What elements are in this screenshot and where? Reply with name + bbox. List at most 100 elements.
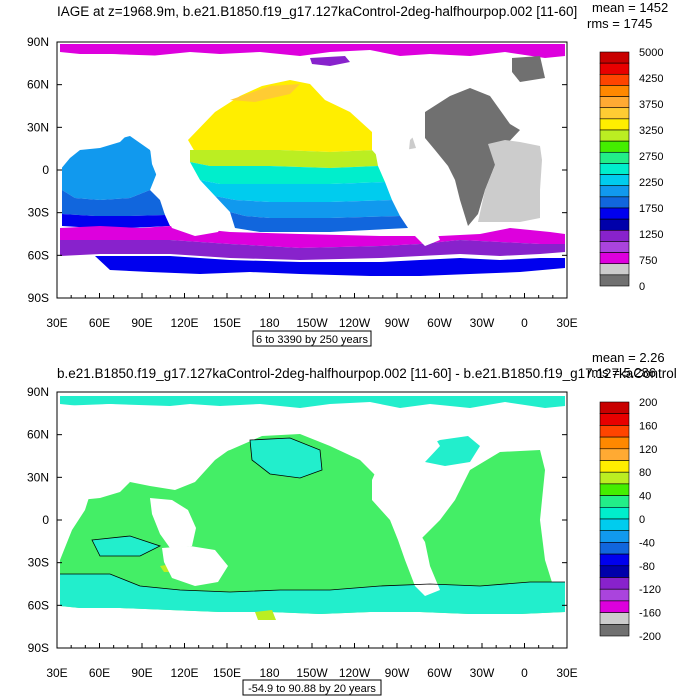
colorbar-label: -80 [639,561,655,573]
panel-2-rms: rms = 5.286 [587,365,656,380]
y-tick-label: 30N [27,470,49,484]
colorbar-swatch [599,140,630,153]
panel-1-title: IAGE at z=1968.9m, b.e21.B1850.f19_g17.1… [57,4,577,19]
pacific-blue-band [215,196,400,218]
africa-land [57,86,130,170]
colorbar-swatch [599,460,630,473]
x-tick-label: 150W [296,316,328,330]
colorbar-swatch [599,118,630,131]
colorbar-label: 3750 [639,99,663,111]
x-tick-label: 120W [339,316,371,330]
x-tick-label: 30E [556,666,577,680]
colorbar-label: 5000 [639,47,663,59]
x-tick-label: 90E [131,666,152,680]
x-tick-label: 30E [556,316,577,330]
x-tick-label: 60E [89,666,110,680]
eurasia-land [57,54,250,140]
diff-cyan-equator-patch [250,438,322,478]
x-tick-label: 120E [170,316,198,330]
americas-land-2 [372,406,440,596]
y-tick-label: 0 [42,513,49,527]
colorbar-label: 0 [639,281,645,293]
colorbar-swatch [599,413,630,426]
x-tick-label: 120W [339,666,371,680]
panel-1-contour-info-box [252,330,372,347]
x-tick-label: 60W [427,316,452,330]
y-tick-label: 30S [28,556,49,570]
colorbar-label: -200 [639,631,661,643]
y-tick-label: 0 [42,163,49,177]
arctic-purple-patch [310,56,350,66]
panel-1-mean: mean = 1452 [592,0,668,15]
australia-land [162,196,228,236]
x-tick-label: 180 [259,666,279,680]
colorbar-swatch [599,436,630,450]
colorbar-swatch [599,565,630,578]
colorbar-swatch [599,62,630,75]
diff-cyan-south-patch [60,574,565,614]
pacific-green-band [190,150,378,168]
colorbar-label: 4250 [639,73,663,85]
colorbar-label: 2750 [639,151,663,163]
pacific-light-blue-band [200,180,392,202]
indonesia-land [150,148,196,198]
colorbar-label: 80 [639,467,651,479]
colorbar-label: 750 [639,255,657,267]
colorbar-swatch [599,588,630,602]
colorbar-label: 1750 [639,203,663,215]
colorbar-label: 200 [639,397,657,409]
colorbar-label: 120 [639,444,657,456]
y-tick-label: 90N [27,35,49,49]
colorbar-swatch [599,174,630,187]
colorbar-swatch [599,163,630,175]
y-tick-label: 60S [28,248,49,262]
x-tick-label: 60W [427,666,452,680]
colorbar-swatch [599,425,630,438]
colorbar-swatch [599,542,630,555]
pacific-orange-patch [230,84,300,102]
x-tick-label: 30W [470,666,495,680]
panel-2-x-axis: 30E 60E 90E 120E 150E 180 150W 120W 90W 60W 30W 0 30… [46,643,578,680]
colorbar-label: 2250 [639,177,663,189]
colorbar-swatch [599,623,630,637]
colorbar-swatch [599,85,630,97]
panel-2-contour-info: -54.9 to 90.88 by 20 years [248,683,376,695]
colorbar-swatch [599,252,630,265]
colorbar-label: 3250 [639,125,663,137]
australia-land-2 [162,546,228,586]
x-tick-label: 120E [170,666,198,680]
southern-deep-blue-band [95,256,565,276]
x-tick-label: 0 [521,316,528,330]
colorbar-label: 1250 [639,229,663,241]
colorbar-swatch [599,506,630,520]
colorbar-swatch [599,518,630,531]
colorbar-swatch [599,51,630,64]
colorbar-label: -120 [639,584,661,596]
africa-land-2 [57,436,130,520]
pacific-deep-blue-band [230,212,408,232]
colorbar-swatch [599,151,630,164]
y-tick-label: 30S [28,206,49,220]
colorbar-swatch [599,218,630,231]
panel-2-map [56,391,568,649]
panel-1-map [56,41,568,299]
y-tick-label: 60S [28,598,49,612]
y-tick-label: 90S [28,641,49,655]
colorbar-swatch [599,483,630,496]
arctic-cyan-band [60,396,565,408]
colorbar-swatch [599,577,630,590]
colorbar-swatch [599,612,630,625]
colorbar-label: 160 [639,420,657,432]
colorbar-swatch [599,129,630,142]
panel-1-x-axis: 30E 60E 90E 120E 150E 180 150W 120W 90W 60W 30W 0 30… [46,293,578,330]
colorbar-swatch [599,229,630,242]
x-tick-label: 60E [89,316,110,330]
atlantic-light-grey-region [478,140,542,222]
diff-cyan-indian-patch [92,536,160,556]
colorbar-swatch [599,73,630,86]
colorbar-swatch [599,471,630,485]
pacific-cyan-band [190,162,385,184]
x-tick-label: 30E [46,666,67,680]
colorbar-swatch [599,263,630,276]
